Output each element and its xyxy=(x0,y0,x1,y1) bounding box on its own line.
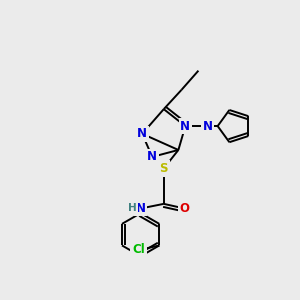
Text: N: N xyxy=(136,202,146,215)
Text: O: O xyxy=(179,202,190,215)
Text: N: N xyxy=(203,120,213,133)
Text: Cl: Cl xyxy=(132,243,145,256)
Text: S: S xyxy=(160,162,168,175)
Text: N: N xyxy=(137,127,147,140)
Text: H: H xyxy=(128,203,136,213)
Text: N: N xyxy=(147,150,157,164)
Text: N: N xyxy=(180,120,190,133)
